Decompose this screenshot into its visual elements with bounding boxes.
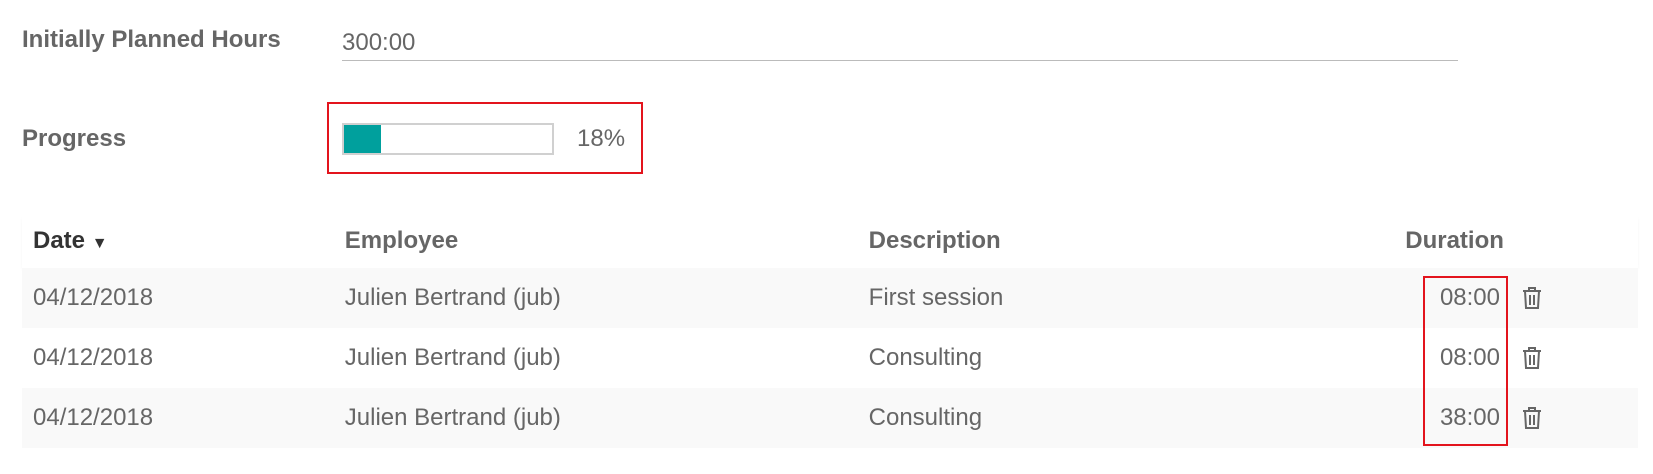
progress-percent: 18% xyxy=(577,125,626,152)
table-row[interactable]: 04/12/2018 Julien Bertrand (jub) Consult… xyxy=(22,388,1638,448)
progress-bar xyxy=(342,123,554,155)
progress-highlight xyxy=(327,102,643,174)
trash-icon[interactable] xyxy=(1522,347,1542,369)
timesheet-table: Date ▼ Employee Description Duration 04/… xyxy=(22,214,1638,448)
duration-highlight xyxy=(1423,276,1508,446)
cell-description: First session xyxy=(868,284,1004,311)
cell-employee: Julien Bertrand (jub) xyxy=(344,344,561,371)
cell-duration: 08:00 xyxy=(1439,284,1500,311)
cell-description: Consulting xyxy=(868,404,983,431)
caret-down-icon: ▼ xyxy=(91,235,108,252)
cell-date: 04/12/2018 xyxy=(33,284,154,311)
cell-date: 04/12/2018 xyxy=(33,344,154,371)
table-row[interactable]: 04/12/2018 Julien Bertrand (jub) First s… xyxy=(22,268,1638,328)
cell-duration: 38:00 xyxy=(1439,404,1500,431)
cell-employee: Julien Bertrand (jub) xyxy=(344,284,561,311)
cell-description: Consulting xyxy=(868,344,983,371)
trash-icon[interactable] xyxy=(1522,407,1542,429)
trash-icon[interactable] xyxy=(1522,287,1542,309)
planned-hours-input[interactable]: 300:00 xyxy=(342,29,416,56)
progress-label: Progress xyxy=(22,125,127,152)
table-row[interactable]: 04/12/2018 Julien Bertrand (jub) Consult… xyxy=(22,328,1638,388)
cell-date: 04/12/2018 xyxy=(33,404,154,431)
cell-employee: Julien Bertrand (jub) xyxy=(344,404,561,431)
column-employee[interactable]: Employee xyxy=(344,227,459,254)
column-duration[interactable]: Duration xyxy=(1405,227,1504,254)
cell-duration: 08:00 xyxy=(1439,344,1500,371)
column-description[interactable]: Description xyxy=(868,227,1001,254)
column-date[interactable]: Date ▼ xyxy=(33,227,108,254)
planned-hours-underline xyxy=(342,60,1458,61)
planned-hours-label: Initially Planned Hours xyxy=(22,26,281,53)
progress-bar-fill xyxy=(344,125,382,153)
